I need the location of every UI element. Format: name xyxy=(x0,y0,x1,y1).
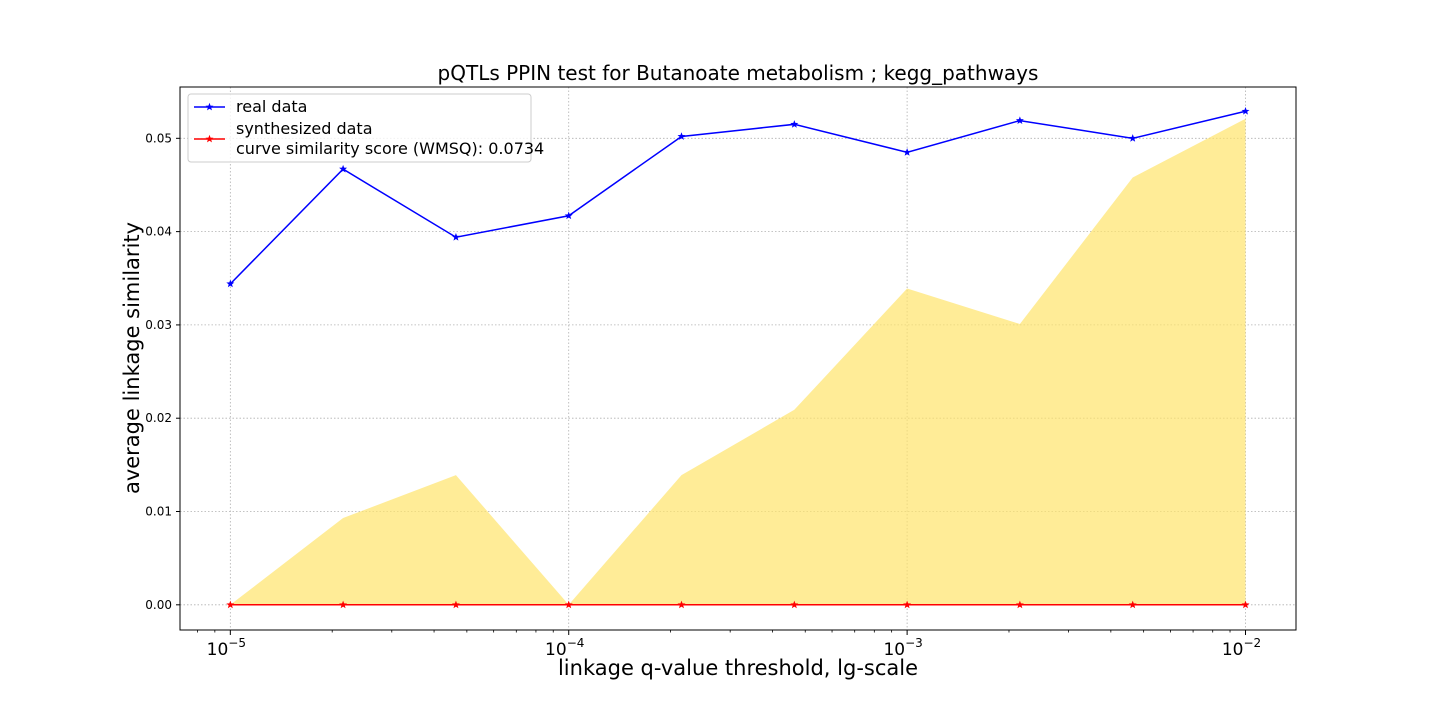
legend-label-similarity-score: curve similarity score (WMSQ): 0.0734 xyxy=(236,139,544,158)
axes-frame xyxy=(179,86,1297,631)
x-tick-label: 10−5 xyxy=(207,636,246,660)
series-point-synthesized-data xyxy=(226,600,235,609)
series-point-real-data xyxy=(790,120,799,128)
legend-marker-real-data xyxy=(205,102,214,111)
series-point-real-data xyxy=(1015,116,1024,124)
legend-marker-synthesized-data xyxy=(205,134,214,143)
legend-label-real-data: real data xyxy=(236,97,307,116)
series-point-synthesized-data xyxy=(339,600,348,609)
series-point-real-data xyxy=(451,233,460,241)
y-tick-label: 0.05 xyxy=(145,131,172,145)
y-tick-label: 0.03 xyxy=(145,318,172,332)
series-point-real-data xyxy=(903,148,912,156)
series-point-real-data xyxy=(226,279,235,288)
x-tick-label: 10−3 xyxy=(883,636,922,660)
series-point-real-data xyxy=(564,211,573,220)
series-point-synthesized-data xyxy=(790,600,799,609)
confidence-band xyxy=(230,118,1246,605)
x-axis-label: linkage q-value threshold, lg-scale xyxy=(558,656,918,680)
y-axis-ticks: 0.00 0.01 0.02 0.03 0.04 0.05 xyxy=(145,131,180,612)
series-point-real-data xyxy=(1128,134,1137,142)
band-area xyxy=(230,118,1246,605)
series-line-real-data xyxy=(229,110,1246,285)
series-point-synthesized-data xyxy=(677,600,686,609)
series-point-synthesized-data xyxy=(1015,600,1024,609)
series-point-synthesized-data xyxy=(1241,600,1250,609)
plot-area xyxy=(179,86,1297,631)
series-point-real-data xyxy=(677,132,686,140)
series-point-real-data xyxy=(339,164,348,173)
y-tick-label: 0.00 xyxy=(145,598,172,612)
legend: real data synthesized data curve similar… xyxy=(187,93,544,163)
series-point-real-data xyxy=(1241,107,1250,115)
y-tick-label: 0.01 xyxy=(145,505,172,519)
y-tick-label: 0.04 xyxy=(145,225,172,239)
y-tick-label: 0.02 xyxy=(145,411,172,425)
chart-title: pQTLs PPIN test for Butanoate metabolism… xyxy=(438,61,1039,85)
y-axis-label: average linkage similarity xyxy=(120,222,144,494)
x-axis-ticks: 10−5 10−4 10−3 10−2 xyxy=(197,630,1261,660)
x-tick-label: 10−4 xyxy=(545,636,584,660)
x-tick-label: 10−2 xyxy=(1222,636,1261,660)
series-point-synthesized-data xyxy=(451,600,460,609)
legend-box xyxy=(187,93,532,163)
legend-label-synthesized-data: synthesized data xyxy=(236,119,373,138)
series-point-synthesized-data xyxy=(1128,600,1137,609)
series-layer xyxy=(226,107,1250,609)
series-point-synthesized-data xyxy=(903,600,912,609)
series-point-synthesized-data xyxy=(564,600,573,609)
